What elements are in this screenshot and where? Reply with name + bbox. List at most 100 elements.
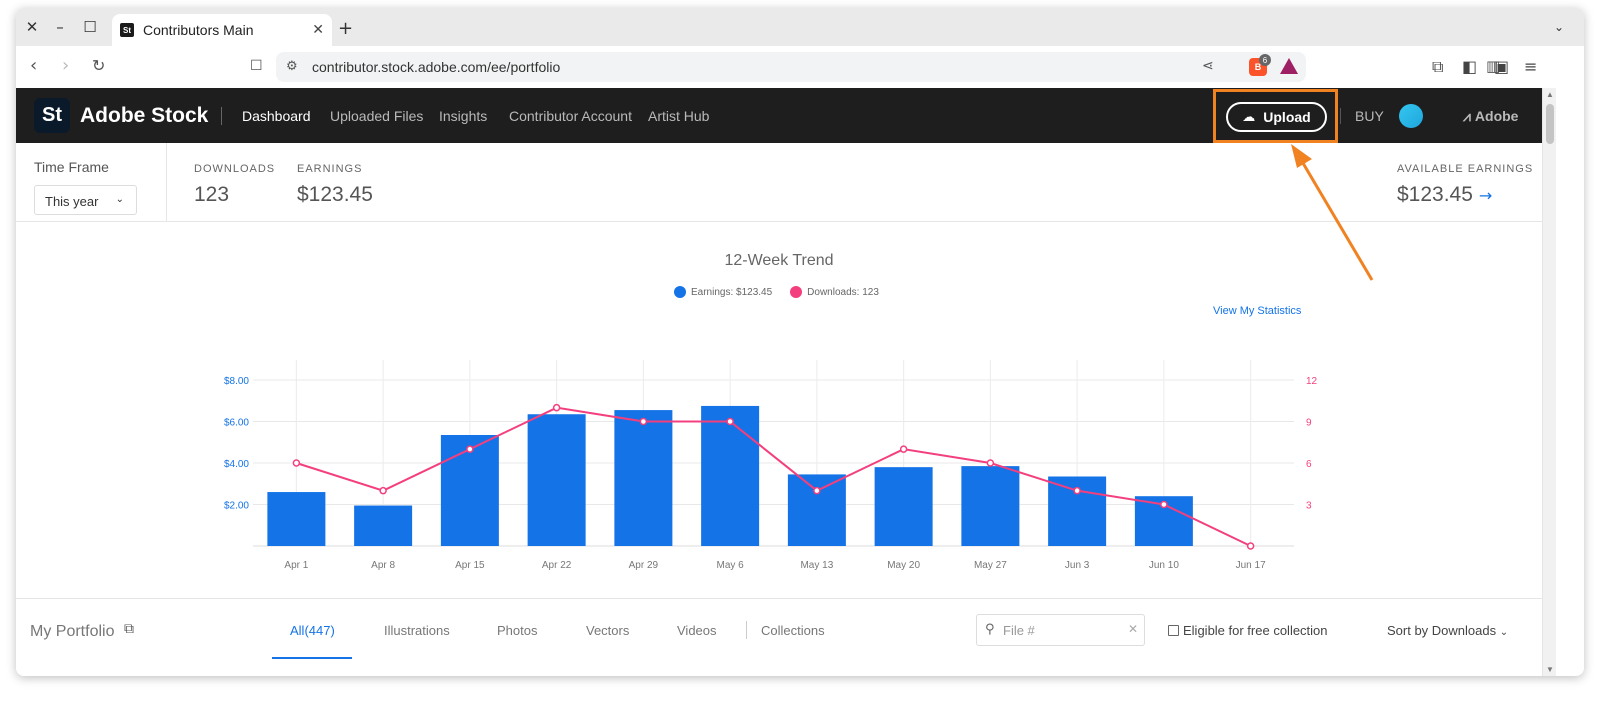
cloud-upload-icon: ☁	[1242, 109, 1256, 125]
scroll-down-icon[interactable]: ▼	[1546, 665, 1554, 674]
free-collection-label[interactable]: Eligible for free collection	[1183, 623, 1328, 638]
earnings-bar	[787, 474, 846, 546]
scroll-up-icon[interactable]: ▲	[1546, 90, 1554, 99]
downloads-point	[466, 445, 474, 453]
downloads-line-path	[296, 406, 1252, 547]
time-frame-label: Time Frame	[34, 159, 109, 175]
maximize-window-icon[interactable]: ☐	[83, 18, 97, 36]
user-avatar[interactable]	[1399, 104, 1423, 128]
tab-list-chevron-icon[interactable]: ⌄	[1553, 20, 1564, 34]
rewards-icon[interactable]	[1280, 58, 1298, 74]
earnings-bar	[701, 405, 760, 546]
available-earnings-value: $123.45	[1397, 183, 1473, 206]
nav-artist-hub[interactable]: Artist Hub	[648, 108, 710, 124]
tab-videos[interactable]: Videos	[677, 623, 717, 638]
tab-illustrations[interactable]: Illustrations	[384, 623, 450, 638]
downloads-value: 123	[194, 183, 230, 206]
browser-tab[interactable]: St Contributors Main ✕	[112, 14, 332, 46]
tab-collections[interactable]: Collections	[761, 623, 825, 638]
available-earnings-label: AVAILABLE EARNINGS	[1397, 163, 1534, 175]
wallet-icon[interactable]: ▣	[1494, 57, 1510, 76]
downloads-point	[639, 417, 648, 426]
y-right-tick-label: 3	[1306, 501, 1312, 512]
new-tab-icon[interactable]: +	[338, 18, 354, 39]
scroll-thumb[interactable]	[1546, 104, 1554, 144]
url-text: contributor.stock.adobe.com/ee/portfolio	[312, 59, 561, 75]
clear-icon[interactable]: ✕	[1127, 622, 1138, 636]
external-link-icon[interactable]: ⧉	[124, 621, 134, 637]
page-content: St Adobe Stock Dashboard Uploaded Files …	[16, 88, 1542, 676]
portfolio-title: My Portfolio	[30, 623, 115, 640]
back-icon[interactable]: ‹	[30, 55, 38, 76]
legend-downloads[interactable]: Downloads: 123	[807, 286, 879, 298]
earnings-bar	[1048, 476, 1107, 546]
adobe-label: Adobe	[1474, 108, 1519, 124]
sidebar-icon[interactable]: ▥	[1486, 57, 1501, 75]
x-tick-label: Apr 29	[629, 560, 659, 571]
minimize-window-icon[interactable]: –	[56, 18, 64, 36]
tab-close-icon[interactable]: ✕	[312, 22, 324, 38]
adobe-link[interactable]: ⩘ Adobe	[1463, 108, 1518, 125]
view-statistics-link[interactable]: View My Statistics	[1213, 305, 1302, 317]
time-frame-value: This year	[45, 194, 99, 209]
file-search-placeholder: File #	[1003, 623, 1035, 638]
y-left-tick-label: $2.00	[224, 501, 249, 512]
earnings-bar	[527, 414, 586, 546]
earnings-bar	[874, 467, 933, 546]
chevron-down-icon: ⌄	[115, 194, 124, 205]
stats-row: Time Frame This year ⌄ DOWNLOADS 123 EAR…	[16, 143, 1542, 222]
extensions-icon[interactable]: ⧉	[1432, 57, 1444, 76]
chart-legend: Earnings: $123.45 Downloads: 123	[674, 286, 879, 298]
available-earnings-link[interactable]: $123.45 →	[1397, 183, 1492, 207]
share-icon[interactable]: ⋖	[1202, 58, 1214, 74]
brand-name[interactable]: Adobe Stock	[80, 104, 209, 127]
close-window-icon[interactable]: ✕	[25, 18, 39, 36]
downloads-line	[292, 403, 1255, 550]
x-tick-label: May 6	[717, 560, 745, 571]
upload-button[interactable]: ☁ Upload	[1226, 102, 1327, 132]
tab-all[interactable]: All(447)	[290, 623, 335, 638]
nav-uploaded-files[interactable]: Uploaded Files	[330, 108, 424, 124]
nav-dashboard[interactable]: Dashboard	[242, 108, 311, 124]
earnings-label: EARNINGS	[297, 163, 363, 175]
buy-link[interactable]: BUY	[1355, 108, 1384, 124]
stats-divider	[166, 143, 167, 222]
reload-icon[interactable]: ↻	[92, 56, 106, 75]
tab-title: Contributors Main	[143, 22, 254, 38]
earnings-value: $123.45	[297, 183, 373, 206]
downloads-point	[292, 459, 301, 467]
downloads-point	[1073, 486, 1081, 495]
nav-insights[interactable]: Insights	[439, 108, 488, 124]
forward-icon[interactable]: ›	[62, 55, 70, 76]
y-right-tick-label: 9	[1306, 418, 1312, 429]
downloads-point	[899, 445, 908, 453]
side-panel-icon[interactable]: ◧	[1462, 57, 1478, 76]
chart-title: 12-Week Trend	[724, 252, 834, 269]
chart-labels: $2.00 $4.00 $6.00 $8.00 3 6 9 12 Apr 1 Apr 8 Apr 1…	[224, 376, 1318, 571]
adobe-stock-logo[interactable]: St	[34, 98, 70, 133]
legend-earnings[interactable]: Earnings: $123.45	[691, 286, 773, 298]
free-collection-checkbox[interactable]	[1168, 625, 1179, 636]
app-header: St Adobe Stock Dashboard Uploaded Files …	[16, 88, 1542, 143]
nav-contributor-account[interactable]: Contributor Account	[509, 108, 632, 124]
browser-window: ✕ – ☐ St Contributors Main ✕ + ⌄ ‹ › ↻ ☐…	[16, 8, 1584, 676]
chevron-down-icon: ⌄	[1499, 627, 1509, 638]
time-frame-select[interactable]: This year ⌄	[34, 185, 137, 215]
upload-highlight	[1213, 89, 1338, 143]
sort-dropdown[interactable]: Sort by Downloads ⌄	[1387, 623, 1508, 638]
sort-label: Sort by Downloads	[1387, 623, 1497, 638]
file-search-input[interactable]: ⚲ File # ✕	[976, 614, 1145, 646]
address-bar[interactable]: ⚙ contributor.stock.adobe.com/ee/portfol…	[276, 52, 1306, 82]
tab-vectors[interactable]: Vectors	[586, 623, 630, 638]
y-left-tick-label: $8.00	[224, 376, 249, 387]
site-settings-icon[interactable]: ⚙	[286, 59, 298, 74]
tab-divider	[746, 621, 747, 639]
earnings-bars	[267, 405, 1193, 546]
tab-photos[interactable]: Photos	[497, 623, 538, 638]
page-scrollbar[interactable]: ▲ ▼	[1542, 88, 1556, 676]
portfolio-bar: My Portfolio ⧉ All(447) Illustrations Ph…	[16, 598, 1542, 676]
earnings-bar	[354, 505, 413, 546]
bookmark-icon[interactable]: ☐	[250, 58, 263, 74]
downloads-label: DOWNLOADS	[194, 163, 276, 175]
menu-icon[interactable]: ≡	[1524, 57, 1538, 76]
